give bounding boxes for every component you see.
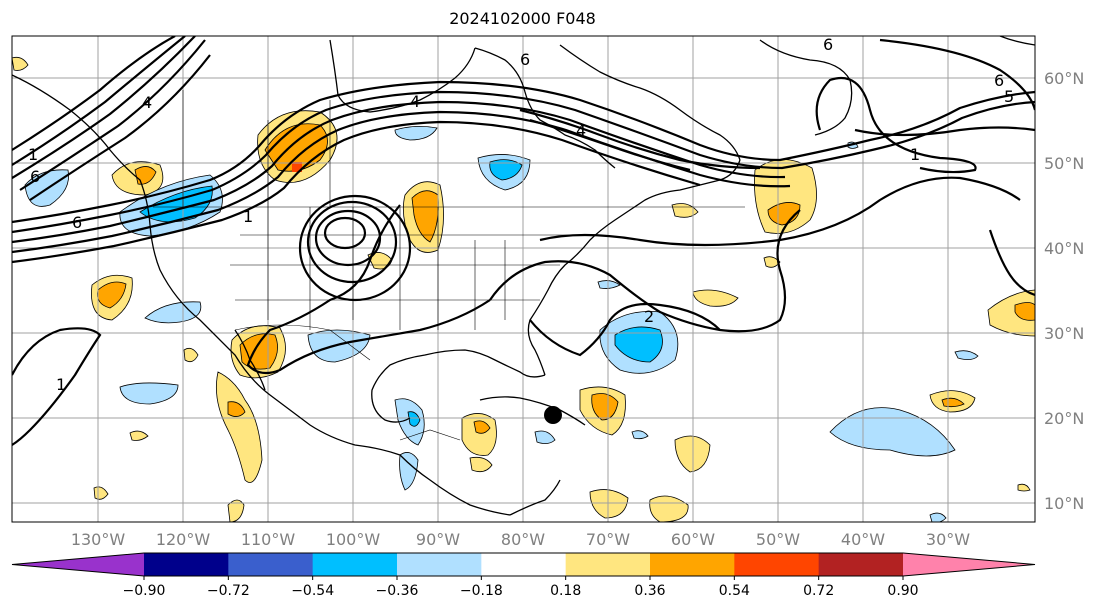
map-title: 2024102000 F048 (449, 9, 596, 28)
lat-label: 10°N (1044, 494, 1084, 513)
contour-label: 1 (910, 145, 920, 164)
contour-label: 1 (243, 207, 253, 226)
lon-label: 50°W (756, 530, 800, 549)
lat-label: 30°N (1044, 324, 1084, 343)
colorbar-swatch (734, 553, 820, 576)
colorbar: −0.90 −0.72 −0.54 −0.36 −0.18 0.18 0.36 0.54 0.7… (11, 552, 1036, 599)
colorbar-swatch (818, 553, 904, 576)
colorbar-tick-label: −0.36 (376, 583, 419, 599)
storm-marker (544, 406, 562, 424)
colorbar-swatch (397, 553, 482, 576)
colorbar-tick-label: −0.54 (291, 583, 334, 599)
lon-label: 120°W (156, 530, 211, 549)
lat-label: 50°N (1044, 154, 1084, 173)
colorbar-tick-label: −0.90 (123, 583, 166, 599)
contour-label: 1 (56, 375, 66, 394)
lon-label: 90°W (416, 530, 460, 549)
longitude-labels: 130°W 120°W 110°W 100°W 90°W 80°W 70°W 6… (71, 530, 970, 549)
colorbar-swatch (565, 553, 651, 576)
lat-label: 40°N (1044, 239, 1084, 258)
colorbar-tick-label: 0.54 (719, 583, 750, 599)
lon-label: 130°W (71, 530, 126, 549)
contour-label: 4 (576, 121, 586, 140)
map-frame (11, 35, 1036, 523)
colorbar-tick-label: −0.18 (460, 583, 503, 599)
contour-label: 6 (823, 35, 833, 54)
lat-label: 20°N (1044, 409, 1084, 428)
lon-label: 40°W (841, 530, 885, 549)
contour-label: 4 (142, 93, 152, 112)
colorbar-swatch (228, 553, 314, 576)
colorbar-swatch (312, 553, 398, 576)
contours (12, 36, 1035, 446)
lon-label: 80°W (501, 530, 545, 549)
colorbar-tick-label: 0.18 (550, 583, 581, 599)
contour-label: 6 (994, 71, 1004, 90)
lon-label: 70°W (586, 530, 630, 549)
latitude-labels: 60°N 50°N 40°N 30°N 20°N 10°N (1044, 69, 1084, 513)
graticule (12, 36, 1035, 522)
colorbar-swatch (650, 553, 735, 576)
lat-label: 60°N (1044, 69, 1084, 88)
contour-label: 6 (72, 213, 82, 232)
contour-labels: 1 6 4 6 1 4 6 4 1 6 5 6 2 1 (28, 35, 1014, 394)
lon-label: 100°W (326, 530, 381, 549)
colorbar-tick-label: 0.90 (887, 583, 918, 599)
lon-label: 110°W (241, 530, 296, 549)
lon-label: 30°W (926, 530, 970, 549)
contour-label: 5 (1004, 87, 1014, 106)
colorbar-swatch (144, 553, 229, 576)
colorbar-swatch (481, 553, 567, 576)
colorbar-tick-label: 0.72 (803, 583, 834, 599)
colorbar-extend-max (903, 553, 1035, 576)
colorbar-tick-label: −0.72 (207, 583, 250, 599)
lon-label: 60°W (671, 530, 715, 549)
colorbar-tick-label: 0.36 (634, 583, 665, 599)
contour-label: 1 (28, 145, 38, 164)
contour-label: 6 (520, 50, 530, 69)
contour-label: 4 (410, 92, 420, 111)
colorbar-extend-min (12, 553, 144, 576)
contour-label: 2 (644, 307, 654, 326)
contour-label: 6 (30, 167, 40, 186)
